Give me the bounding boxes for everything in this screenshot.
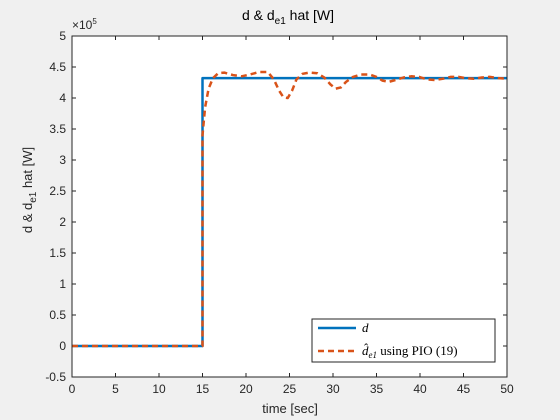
y-tick-label: 0.5 [49, 308, 66, 322]
x-tick-label: 20 [239, 382, 253, 396]
chart-title-subscript: e1 [275, 16, 287, 27]
chart-title-tail: hat [W] [286, 7, 334, 23]
legend-label-de1-sub: e1 [369, 350, 378, 360]
y-tick-label: 1.5 [49, 246, 66, 260]
x-tick-label: 45 [457, 382, 471, 396]
series-line-de1 [72, 70, 508, 348]
y-exponent-power: 5 [92, 17, 97, 26]
x-tick-label: 30 [326, 382, 340, 396]
x-tick-label: 5 [112, 382, 119, 396]
series-layer [72, 70, 508, 348]
chart-title: d & de1 hat [W] [242, 7, 334, 27]
x-tick-label: 10 [152, 382, 166, 396]
x-tick-label: 40 [413, 382, 427, 396]
legend-label-de1: d̂e1 using PIO (19) [362, 343, 458, 360]
x-tick-label: 0 [69, 382, 76, 396]
y-tick-label: 3.5 [49, 122, 66, 136]
legend-label-de1-tail: using PIO (19) [377, 343, 458, 358]
legend: d d̂e1 using PIO (19) [311, 318, 496, 363]
plot-frame [71, 35, 508, 378]
y-tick-label: 4.5 [49, 60, 66, 74]
x-axis-label: time [sec] [262, 401, 318, 416]
ticks-layer: 0 5 10 15 20 25 30 35 40 45 50-0.500.511.522.533.5… [45, 29, 514, 396]
y-tick-label: 0 [59, 339, 66, 353]
legend-box [311, 318, 496, 363]
y-axis-label-main: d & d [20, 203, 35, 233]
chart-title-main: d & d [242, 7, 275, 23]
x-tick-label: 15 [196, 382, 210, 396]
y-tick-label: 3 [59, 153, 66, 167]
y-tick-label: 2 [59, 215, 66, 229]
legend-label-d: d [362, 320, 369, 335]
y-tick-label: 4 [59, 91, 66, 105]
legend-label-de1-hat: d̂ [362, 343, 369, 358]
y-tick-label: 2.5 [49, 184, 66, 198]
y-exponent-label: ×105 [72, 17, 97, 32]
y-axis-label-tail: hat [W] [20, 147, 35, 192]
y-tick-label: 5 [59, 29, 66, 43]
y-tick-label: 1 [59, 277, 66, 291]
x-tick-label: 25 [283, 382, 297, 396]
y-axis-label-subscript: e1 [28, 191, 39, 203]
y-exponent-base: ×10 [72, 18, 93, 32]
x-tick-label: 50 [500, 382, 514, 396]
y-tick-label: -0.5 [45, 370, 66, 384]
y-axis-label: d & de1 hat [W] [20, 147, 39, 233]
x-tick-label: 35 [370, 382, 384, 396]
